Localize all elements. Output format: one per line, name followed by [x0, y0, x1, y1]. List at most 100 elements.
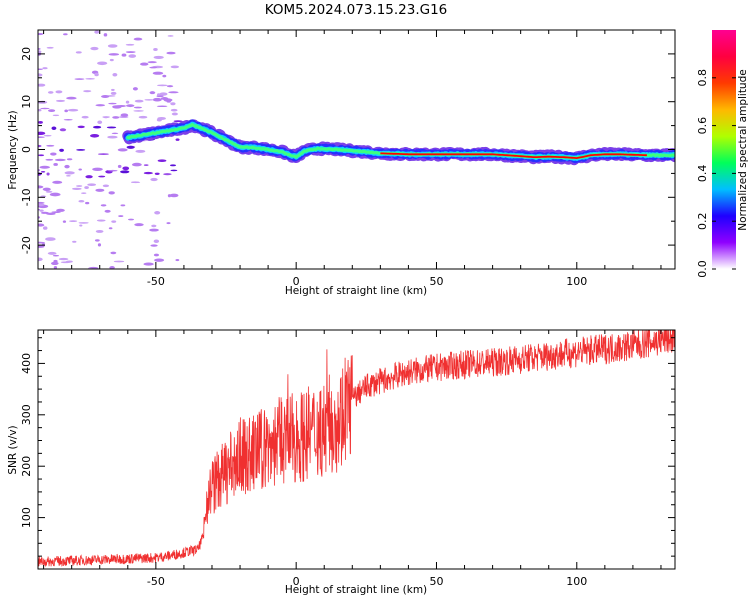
noise-blob — [48, 109, 56, 113]
noise-blob — [149, 66, 158, 69]
noise-blob — [107, 169, 118, 172]
noise-blob — [128, 218, 134, 221]
colorbar-tick-label: 0.2 — [696, 212, 709, 230]
noise-blob — [134, 223, 144, 227]
noise-blob — [64, 109, 69, 113]
noise-blob — [54, 158, 66, 162]
noise-blob — [72, 240, 77, 243]
noise-blob — [94, 72, 99, 77]
noise-blob — [85, 201, 90, 205]
noise-blob — [85, 78, 95, 80]
noise-blob — [126, 145, 135, 149]
colorbar: 0.0 0.2 0.4 0.6 0.8 Normalized spectral ampl… — [696, 30, 749, 278]
spectrogram-ridge — [122, 119, 675, 166]
noise-blob — [46, 144, 55, 147]
noise-blob — [122, 166, 130, 171]
colorbar-tick-label: 0.8 — [696, 69, 709, 87]
noise-blob — [166, 51, 176, 55]
noise-blob — [85, 175, 93, 179]
noise-blob — [111, 220, 117, 223]
noise-blob — [154, 258, 165, 262]
noise-blob — [108, 191, 115, 195]
noise-blob — [84, 186, 89, 189]
noise-blob — [163, 173, 172, 176]
noise-blob — [143, 262, 154, 266]
noise-blob — [76, 185, 83, 187]
spectrogram-xlabel: Height of straight line (km) — [285, 285, 427, 297]
noise-blob — [46, 172, 50, 176]
noise-blob — [90, 133, 100, 138]
noise-blob — [45, 158, 54, 161]
y-tick-label: 100 — [20, 507, 33, 528]
noise-blob — [140, 62, 149, 66]
snr-ylabel: SNR (v/v) — [7, 425, 19, 474]
noise-blob — [175, 138, 180, 141]
noise-blob — [97, 153, 109, 155]
y-tick-label: 200 — [20, 456, 33, 477]
noise-blob — [125, 51, 136, 53]
noise-blob — [38, 169, 41, 172]
noise-blob — [120, 113, 129, 117]
x-tick-label: 100 — [566, 275, 587, 288]
noise-blob — [55, 90, 63, 94]
noise-blob — [173, 120, 183, 123]
spectrogram-panel: -50 0 50 100 -20 -10 0 10 20 Height of straight … — [7, 29, 676, 297]
noise-blob — [38, 108, 42, 112]
noise-blob — [76, 149, 86, 151]
noise-blob — [157, 93, 161, 96]
noise-blob — [38, 47, 41, 50]
noise-blob — [38, 131, 46, 136]
noise-blob — [45, 190, 53, 193]
noise-blob — [117, 148, 128, 152]
noise-blob — [166, 222, 171, 225]
noise-blob — [120, 170, 130, 174]
noise-blob — [109, 58, 114, 62]
noise-blob — [38, 223, 45, 227]
y-tick-label: 400 — [20, 353, 33, 374]
noise-blob — [40, 107, 50, 110]
snr-panel: -50 0 50 100 100 200 300 400 Height of straight… — [7, 329, 676, 596]
noise-blob — [96, 61, 108, 66]
noise-blob — [157, 84, 168, 87]
noise-blob — [162, 74, 167, 78]
noise-blob — [117, 164, 122, 169]
noise-blob — [169, 164, 177, 167]
noise-blob — [168, 91, 179, 94]
noise-blob — [108, 53, 120, 56]
noise-blob — [157, 159, 167, 163]
noise-blob — [38, 208, 41, 211]
noise-blob — [38, 121, 43, 124]
noise-blob — [38, 144, 42, 148]
noise-blob — [53, 259, 58, 263]
noise-blob — [43, 134, 52, 137]
noise-blob — [152, 97, 162, 102]
noise-blob — [59, 148, 64, 152]
noise-blob — [153, 239, 160, 244]
noise-blob — [58, 257, 69, 261]
noise-blob — [96, 219, 106, 222]
ridge-core — [380, 152, 647, 160]
noise-blob — [81, 115, 89, 119]
figure-title: KOM5.2024.073.15.23.G16 — [265, 2, 448, 18]
noise-blob — [151, 224, 157, 228]
noise-blob — [171, 112, 178, 116]
noise-blob — [150, 244, 158, 247]
noise-blob — [154, 211, 161, 215]
x-tick-label: 50 — [429, 275, 443, 288]
noise-blob — [170, 169, 178, 172]
noise-blob — [38, 83, 46, 87]
noise-blob — [64, 171, 75, 175]
noise-blob — [52, 254, 60, 257]
noise-blob — [90, 46, 99, 51]
noise-blob — [153, 48, 158, 51]
noise-blob — [107, 44, 118, 48]
noise-blob — [126, 104, 135, 108]
noise-blob — [52, 114, 60, 117]
noise-blob — [93, 125, 102, 129]
noise-blob — [42, 67, 48, 70]
noise-blob — [66, 96, 77, 100]
x-tick-label: 100 — [566, 575, 587, 588]
noise-blob — [40, 170, 46, 173]
noise-blob — [98, 175, 106, 178]
